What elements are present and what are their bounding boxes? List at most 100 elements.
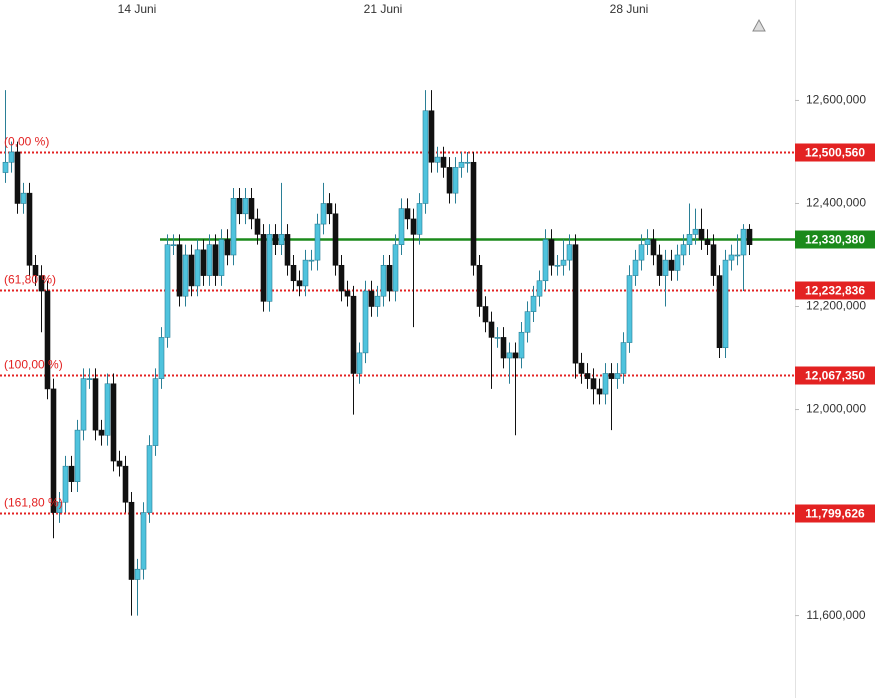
candle-body	[104, 383, 111, 436]
candle-body	[266, 234, 273, 302]
candle-body	[644, 239, 651, 245]
candle-body	[140, 512, 147, 570]
candle-body	[572, 244, 579, 364]
candle-body	[236, 198, 243, 215]
candle-body	[560, 259, 567, 266]
candle-body	[506, 352, 513, 359]
price-tag-label: 12,067,350	[805, 369, 865, 383]
candle-body	[698, 228, 705, 240]
candle-body	[476, 264, 483, 307]
price-tag	[795, 366, 875, 385]
price-tag-label: 11,799,626	[805, 507, 865, 521]
candle-body	[218, 239, 225, 276]
candle-body	[44, 290, 51, 390]
candle-body	[734, 254, 741, 257]
candle-body	[260, 234, 267, 302]
candle-body	[248, 198, 255, 220]
candle-body	[686, 234, 693, 245]
candle-body	[32, 264, 39, 276]
candle-body	[206, 244, 213, 276]
candle-body	[356, 352, 363, 374]
candle-body	[674, 254, 681, 271]
candle-body	[326, 203, 333, 215]
candle-body	[14, 151, 21, 204]
candle-body	[2, 161, 9, 173]
candle-body	[164, 244, 171, 338]
candle-body	[50, 388, 57, 513]
candle-body	[740, 228, 747, 256]
fib-level-label: (0,00 %)	[4, 135, 49, 149]
candle-body	[704, 239, 711, 245]
candle-body	[530, 295, 537, 312]
candle-body	[578, 362, 585, 374]
candle-body	[722, 259, 729, 349]
candle-body	[296, 280, 303, 287]
candle-body	[416, 203, 423, 235]
candle-body	[716, 275, 723, 349]
candle-body	[362, 290, 369, 354]
price-tag	[795, 230, 875, 249]
candle-body	[194, 249, 201, 287]
candle-body	[656, 254, 663, 276]
candle-body	[746, 228, 753, 245]
candle-body	[680, 244, 687, 256]
candle-body	[152, 378, 159, 446]
candle-body	[590, 378, 597, 390]
candle-body	[470, 161, 477, 266]
candle-body	[518, 331, 525, 359]
candle-body	[68, 465, 75, 482]
candle-body	[278, 234, 285, 245]
labels: 11,600,000 12,000,000 12,200,000 12,400,000…	[4, 2, 875, 622]
candle-body	[620, 342, 627, 374]
candle-body	[494, 337, 501, 339]
candle-body	[392, 244, 399, 292]
candle-body	[542, 239, 549, 282]
candle-body	[344, 290, 351, 297]
fib-level-label: (100,00 %)	[4, 358, 63, 372]
candle-body	[668, 259, 675, 271]
candle-body	[38, 275, 45, 292]
y-tick-label: 12,200,000	[806, 299, 866, 313]
candle-body	[614, 373, 621, 379]
candle-body	[80, 378, 87, 431]
candle-body	[116, 460, 123, 467]
price-tag-label: 12,500,560	[805, 146, 865, 160]
candle-body	[254, 218, 261, 235]
candle-body	[26, 192, 33, 266]
candle-body	[482, 306, 489, 323]
scroll-up-icon[interactable]	[752, 18, 766, 32]
candle-body	[512, 352, 519, 359]
candle-body	[464, 161, 471, 164]
candle-body	[74, 429, 81, 482]
candle-body	[440, 156, 447, 168]
candle-body	[374, 295, 381, 307]
candle-body	[608, 373, 615, 379]
y-tick-label: 11,600,000	[806, 608, 865, 622]
price-tag	[795, 281, 875, 300]
candle-body	[110, 383, 117, 462]
candle-body	[410, 218, 417, 235]
candle-body	[584, 373, 591, 379]
candle-body	[422, 110, 429, 204]
candle-body	[728, 254, 735, 261]
candle-body	[548, 239, 555, 266]
candle-body	[500, 337, 507, 359]
candle-body	[284, 234, 291, 266]
fib-level-label: (61,80 %)	[4, 273, 56, 287]
candle-body	[380, 264, 387, 297]
x-tick-label: 21 Juni	[364, 2, 403, 16]
candle-body	[554, 264, 561, 267]
candle-body	[134, 568, 141, 580]
candle-body	[692, 228, 699, 235]
candle-body	[626, 275, 633, 343]
candle-body	[662, 259, 669, 276]
price-tag	[795, 504, 875, 523]
candle-body	[350, 295, 357, 374]
candle-body	[170, 244, 177, 246]
y-tick-label: 12,400,000	[806, 196, 866, 210]
candle-body	[314, 223, 321, 261]
candle-body	[182, 254, 189, 297]
candle-body	[398, 208, 405, 245]
candles	[2, 90, 753, 616]
